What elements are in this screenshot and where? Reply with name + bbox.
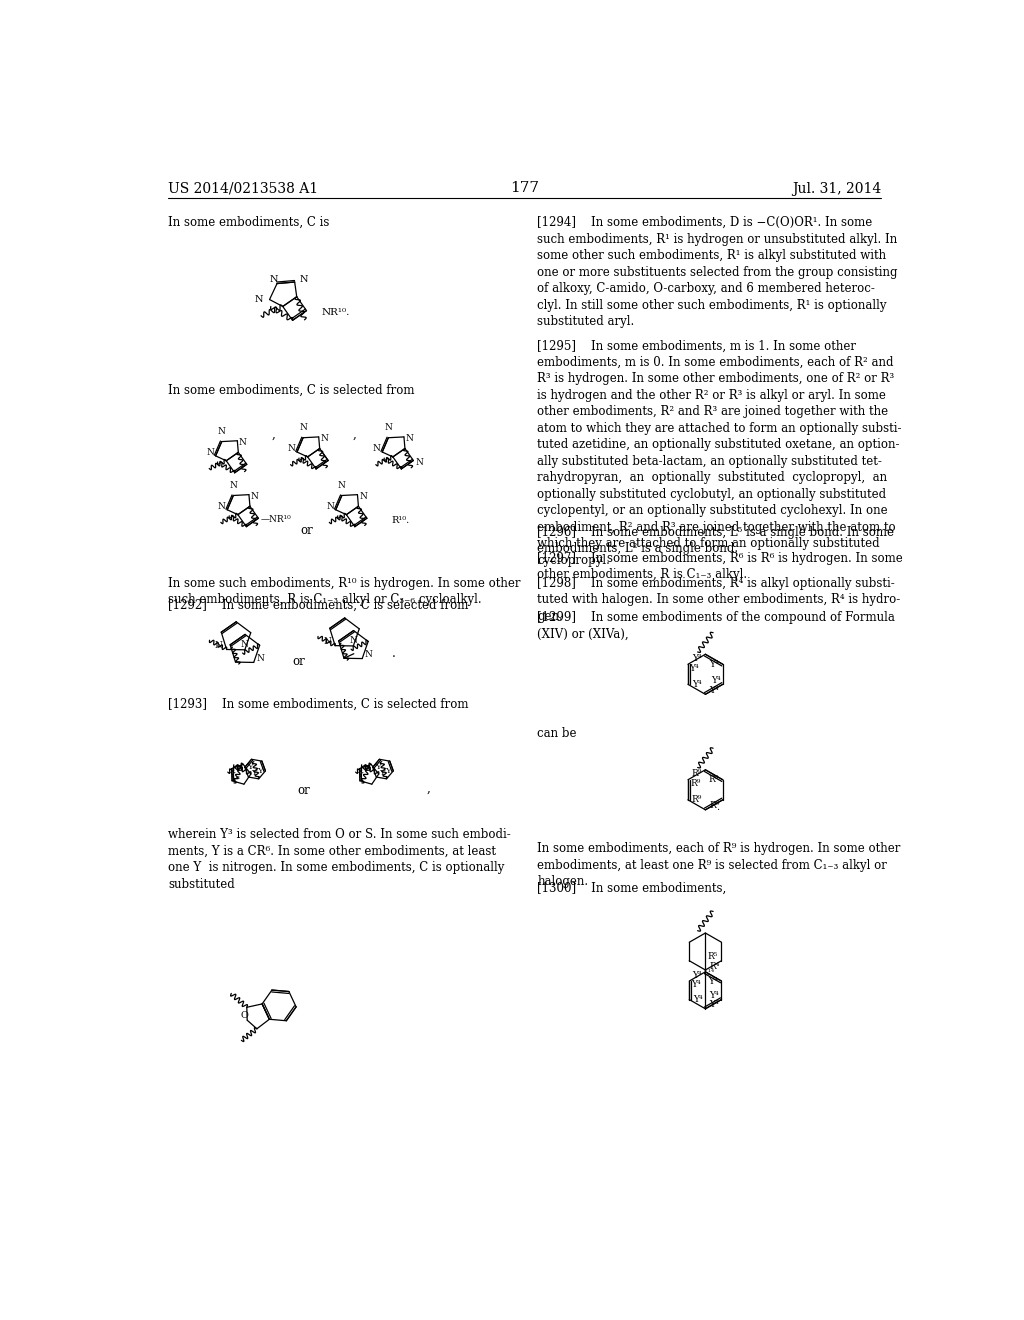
Text: N: N [324,638,331,647]
Text: .: . [391,647,395,660]
Text: N: N [321,434,328,444]
Text: L¹⁴: L¹⁴ [703,969,715,977]
Text: N: N [256,655,264,663]
Text: N: N [327,502,334,511]
Text: Y⁴: Y⁴ [691,981,701,990]
Text: ,: , [271,428,275,441]
Text: Y⁴: Y⁴ [692,680,701,689]
Text: Y: Y [385,767,391,775]
Text: [1297]    In some embodiments, R⁶ is R⁶ is hydrogen. In some
other embodiments, : [1297] In some embodiments, R⁶ is R⁶ is … [538,552,903,581]
Text: [1296]    In some embodiments, L⁵ is a single bond. In some
embodiments, L² is a: [1296] In some embodiments, L⁵ is a sing… [538,525,894,556]
Text: N: N [255,296,263,304]
Text: R¹⁰.: R¹⁰. [391,516,410,525]
Text: [1294]    In some embodiments, D is −C(O)OR¹. In some
such embodiments, R¹ is hy: [1294] In some embodiments, D is −C(O)OR… [538,216,898,329]
Text: In some embodiments, C is: In some embodiments, C is [168,216,330,230]
Text: Y⁴: Y⁴ [710,1001,719,1010]
Text: or: or [297,784,309,797]
Text: Y: Y [257,767,263,775]
Text: N: N [365,651,373,659]
Text: .: . [716,803,719,812]
Text: Y: Y [375,763,381,771]
Text: In some embodiments, each of R⁹ is hydrogen. In some other
embodiments, at least: In some embodiments, each of R⁹ is hydro… [538,842,900,888]
Text: Jul. 31, 2014: Jul. 31, 2014 [792,181,882,195]
Text: [1295]    In some embodiments, m is 1. In some other
embodiments, m is 0. In som: [1295] In some embodiments, m is 1. In s… [538,339,902,566]
Text: 177: 177 [510,181,540,195]
Text: N: N [299,276,308,284]
Text: Y⁴: Y⁴ [708,977,718,986]
Text: —NR¹⁰: —NR¹⁰ [261,515,292,524]
Text: Y⁴: Y⁴ [710,660,719,669]
Text: wherein Y³ is selected from O or S. In some such embodi-
ments, Y is a CR⁶. In s: wherein Y³ is selected from O or S. In s… [168,829,511,891]
Text: ,: , [426,781,430,795]
Text: N: N [384,424,392,433]
Text: [1298]    In some embodiments, R⁴ is alkyl optionally substi-
tuted with halogen: [1298] In some embodiments, R⁴ is alkyl … [538,577,900,623]
Text: R⁴: R⁴ [710,962,720,970]
Text: US 2014/0213538 A1: US 2014/0213538 A1 [168,181,318,195]
Text: N: N [269,276,279,284]
Text: [1292]    In some embodiments, C is selected from: [1292] In some embodiments, C is selecte… [168,599,469,612]
Text: Y⁴: Y⁴ [711,676,721,685]
Text: can be: can be [538,726,577,739]
Text: Y: Y [234,764,241,772]
Text: R⁹: R⁹ [691,770,701,777]
Text: R⁹: R⁹ [690,779,700,788]
Text: O: O [241,1011,248,1020]
Text: Y⁴: Y⁴ [692,653,701,663]
Text: [1293]    In some embodiments, C is selected from: [1293] In some embodiments, C is selecte… [168,697,469,710]
Text: ,: , [352,428,356,441]
Text: or: or [300,524,312,537]
Text: Y: Y [379,770,384,777]
Text: Y: Y [247,763,253,771]
Text: N: N [359,492,367,500]
Text: N: N [206,449,214,457]
Text: Y⁴: Y⁴ [689,664,699,673]
Text: N: N [349,636,357,645]
Text: R⁹: R⁹ [692,796,702,804]
Text: Y⁴: Y⁴ [693,995,702,1005]
Text: N: N [373,445,381,454]
Text: N: N [218,428,225,436]
Text: Y³: Y³ [231,776,240,784]
Text: Y: Y [362,764,369,772]
Text: N: N [416,458,424,466]
Text: N: N [299,424,307,433]
Text: In some embodiments, C is selected from: In some embodiments, C is selected from [168,384,415,397]
Text: N: N [215,642,223,651]
Text: Y: Y [251,770,256,777]
Text: N: N [288,445,296,454]
Text: NR¹⁰.: NR¹⁰. [322,308,350,317]
Text: Y: Y [229,771,234,779]
Text: N: N [338,480,346,490]
Text: Y⁴: Y⁴ [710,686,719,694]
Text: N: N [239,438,247,446]
Text: Y: Y [357,771,362,779]
Text: N: N [251,492,258,500]
Text: [1300]    In some embodiments,: [1300] In some embodiments, [538,882,726,895]
Text: R⁹: R⁹ [710,801,720,810]
Text: N: N [406,434,414,444]
Text: Y⁴: Y⁴ [710,991,719,1001]
Text: N: N [218,502,225,511]
Text: R⁵: R⁵ [708,953,718,961]
Text: N: N [241,640,249,649]
Text: R⁹: R⁹ [709,775,719,784]
Text: N: N [229,480,238,490]
Text: [1299]    In some embodiments of the compound of Formula
(XIV) or (XIVa),: [1299] In some embodiments of the compou… [538,611,895,640]
Text: or: or [292,655,305,668]
Text: Y⁴: Y⁴ [692,972,701,981]
Text: In some such embodiments, R¹⁰ is hydrogen. In some other
such embodiments, R is : In some such embodiments, R¹⁰ is hydroge… [168,577,521,606]
